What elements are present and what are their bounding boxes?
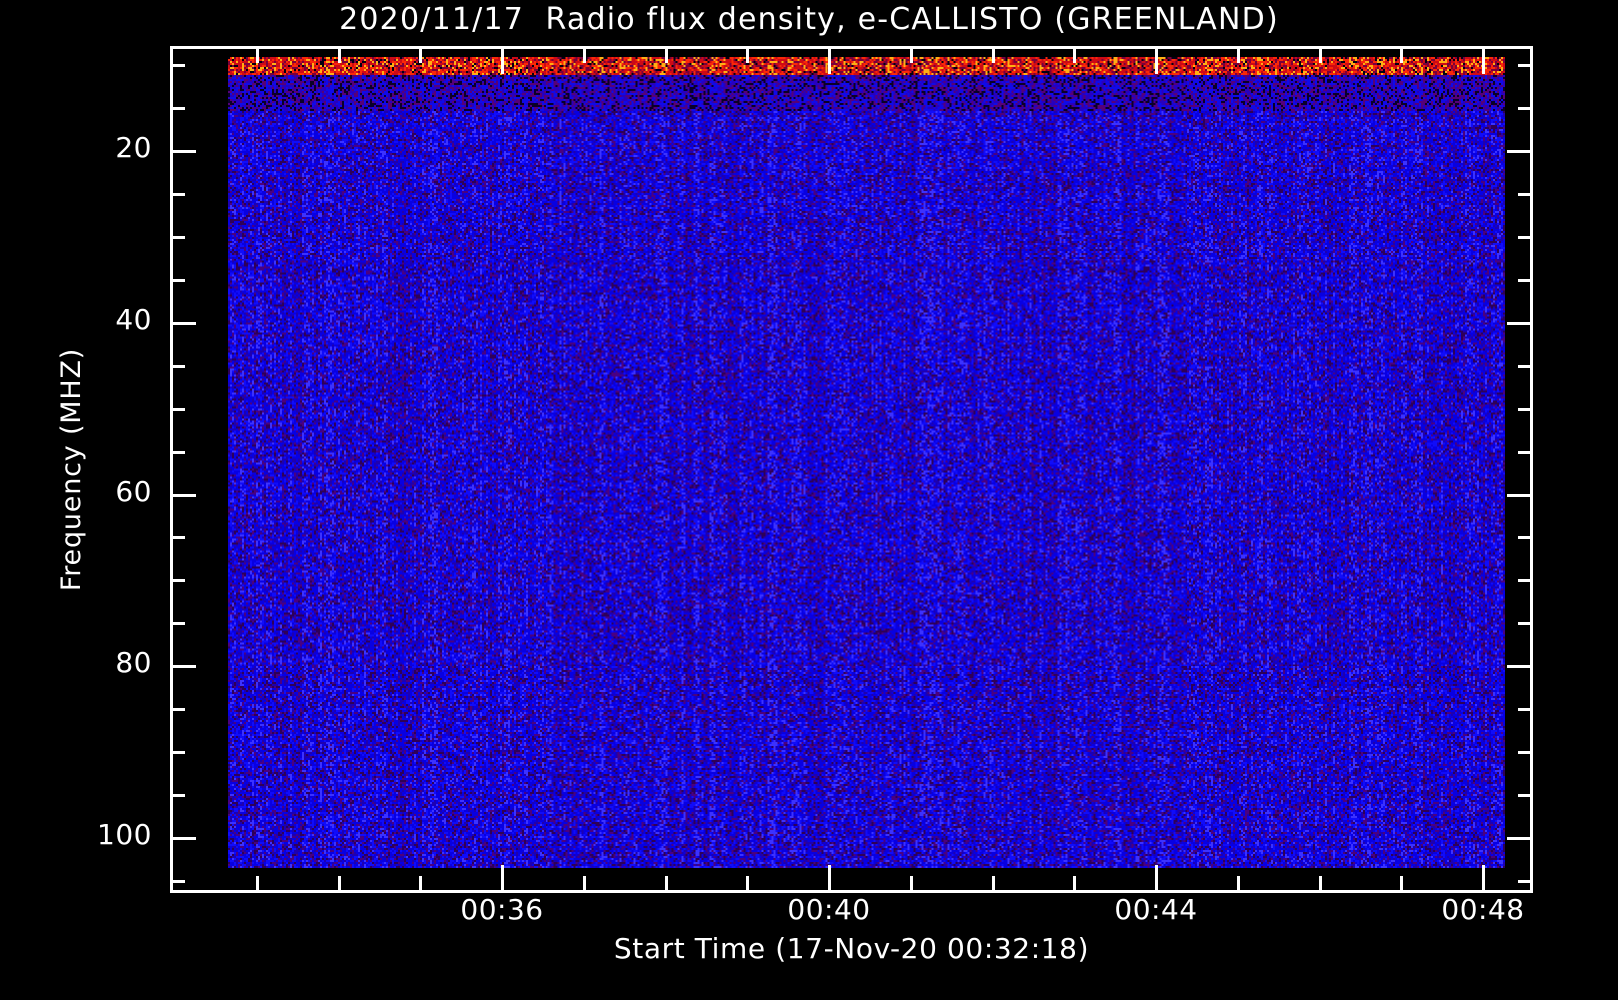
y-axis-tick-minor bbox=[170, 235, 185, 239]
x-axis-tick-top-major bbox=[1482, 46, 1485, 74]
y-axis-tick-minor bbox=[170, 879, 185, 883]
y-axis-tick-right-major bbox=[1507, 150, 1533, 153]
y-axis-tick-right-major bbox=[1507, 665, 1533, 669]
y-axis-tick-label: 80 bbox=[115, 646, 152, 680]
x-axis-tick-top-minor bbox=[746, 46, 750, 63]
x-axis-tick-major bbox=[828, 865, 831, 893]
x-axis-tick-label: 00:40 bbox=[787, 893, 871, 926]
x-axis-tick-top-minor bbox=[1318, 46, 1322, 63]
y-axis-tick-right-major bbox=[1507, 321, 1533, 325]
y-axis-tick-right-minor bbox=[1518, 794, 1533, 798]
x-axis-tick-major bbox=[501, 865, 504, 893]
y-axis-tick-major bbox=[170, 321, 196, 325]
y-axis-tick-right-minor bbox=[1518, 579, 1533, 583]
y-axis-tick-minor bbox=[170, 794, 185, 798]
x-axis-tick-top-minor bbox=[1236, 46, 1240, 63]
x-axis-tick-top-major bbox=[501, 46, 504, 74]
spectrogram-image bbox=[228, 57, 1505, 868]
y-axis-tick-minor bbox=[170, 536, 185, 540]
y-axis-tick-right-minor bbox=[1518, 879, 1533, 883]
y-axis-tick-major bbox=[170, 493, 196, 497]
y-axis-tick-minor bbox=[170, 64, 185, 68]
x-axis-tick-minor bbox=[255, 876, 259, 893]
x-axis-tick-major bbox=[1155, 865, 1158, 893]
y-axis-tick-minor bbox=[170, 278, 185, 282]
spectrogram-canvas bbox=[228, 57, 1505, 868]
y-axis-tick-minor bbox=[170, 407, 185, 411]
y-axis-tick-minor bbox=[170, 450, 185, 454]
x-axis-tick-label: 00:36 bbox=[460, 893, 544, 926]
y-axis-tick-right-minor bbox=[1518, 450, 1533, 454]
page-title: 2020/11/17 Radio flux density, e-CALLIST… bbox=[339, 2, 1279, 37]
y-axis-tick-minor bbox=[170, 107, 185, 111]
x-axis-tick-minor bbox=[909, 876, 913, 893]
y-axis-tick-right-major bbox=[1507, 493, 1533, 497]
y-axis-tick-right-minor bbox=[1518, 192, 1533, 196]
x-axis-tick-minor bbox=[1073, 876, 1077, 893]
y-axis-tick-right-minor bbox=[1518, 622, 1533, 626]
x-axis-tick-top-minor bbox=[991, 46, 995, 63]
y-axis-tick-label: 60 bbox=[115, 474, 152, 508]
x-axis-tick-top-minor bbox=[664, 46, 668, 63]
x-axis-tick-minor bbox=[419, 876, 423, 893]
x-axis-tick-minor bbox=[1400, 876, 1404, 893]
y-axis-tick-label: 40 bbox=[115, 302, 152, 336]
y-axis-tick-minor bbox=[170, 622, 185, 626]
y-axis-tick-label: 100 bbox=[97, 818, 152, 851]
y-axis-tick-minor bbox=[170, 364, 185, 368]
x-axis-tick-minor bbox=[1236, 876, 1240, 893]
y-axis-tick-major bbox=[170, 665, 196, 669]
x-axis-tick-major bbox=[1482, 865, 1485, 893]
x-axis-tick-minor bbox=[991, 876, 995, 893]
x-axis-tick-minor bbox=[1318, 876, 1322, 893]
x-axis-tick-minor bbox=[582, 876, 586, 893]
x-axis-tick-top-minor bbox=[419, 46, 423, 63]
y-axis-tick-right-minor bbox=[1518, 64, 1533, 68]
y-axis-tick-minor bbox=[170, 192, 185, 196]
x-axis-tick-label: 00:48 bbox=[1441, 893, 1525, 926]
y-axis-tick-right-major bbox=[1507, 837, 1533, 840]
y-axis-tick-right-minor bbox=[1518, 235, 1533, 239]
x-axis-tick-top-minor bbox=[1073, 46, 1077, 63]
x-axis-title: Start Time (17-Nov-20 00:32:18) bbox=[613, 932, 1090, 965]
y-axis-tick-right-minor bbox=[1518, 708, 1533, 712]
x-axis-tick-top-minor bbox=[255, 46, 259, 63]
x-axis-tick-top-minor bbox=[909, 46, 913, 63]
y-axis-tick-major bbox=[170, 150, 196, 153]
x-axis-tick-top-minor bbox=[337, 46, 341, 63]
y-axis-tick-right-minor bbox=[1518, 407, 1533, 411]
x-axis-tick-label: 00:44 bbox=[1114, 893, 1198, 926]
x-axis-tick-minor bbox=[746, 876, 750, 893]
y-axis-title: Frequency (MHZ) bbox=[56, 347, 87, 592]
y-axis-tick-right-minor bbox=[1518, 278, 1533, 282]
x-axis-tick-top-major bbox=[828, 46, 831, 74]
y-axis-tick-right-minor bbox=[1518, 107, 1533, 111]
y-axis-tick-minor bbox=[170, 579, 185, 583]
y-axis-tick-right-minor bbox=[1518, 536, 1533, 540]
x-axis-tick-minor bbox=[337, 876, 341, 893]
y-axis-tick-right-minor bbox=[1518, 364, 1533, 368]
x-axis-tick-top-minor bbox=[1400, 46, 1404, 63]
x-axis-tick-minor bbox=[664, 876, 668, 893]
y-axis-tick-minor bbox=[170, 751, 185, 755]
y-axis-tick-label: 20 bbox=[115, 131, 152, 164]
x-axis-tick-top-major bbox=[1155, 46, 1158, 74]
x-axis-tick-top-minor bbox=[582, 46, 586, 63]
y-axis-tick-minor bbox=[170, 708, 185, 712]
y-axis-tick-major bbox=[170, 837, 196, 840]
y-axis-tick-right-minor bbox=[1518, 751, 1533, 755]
